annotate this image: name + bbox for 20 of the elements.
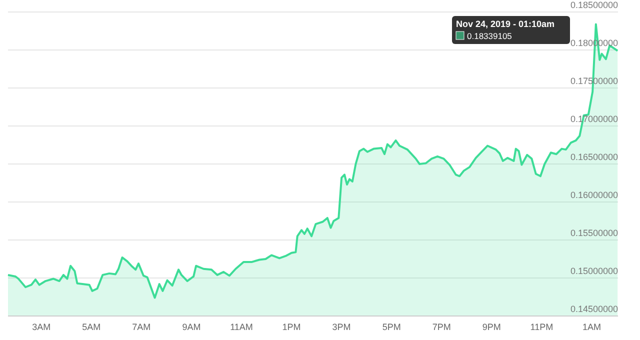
y-tick-label: 0.15000000 [570, 266, 618, 276]
y-tick-label: 0.16000000 [570, 190, 618, 200]
x-tick-label: 11AM [230, 322, 253, 332]
annotation: Nov 24, 2019 - 01:10am [456, 19, 555, 29]
x-tick-label: 1PM [282, 322, 301, 332]
annotation: 0.18339105 [467, 31, 512, 41]
y-tick-label: 0.18500000 [570, 0, 618, 10]
x-tick-label: 5AM [82, 322, 101, 332]
x-tick-label: 9AM [182, 322, 201, 332]
y-tick-label: 0.16500000 [570, 152, 618, 162]
x-tick-label: 7AM [132, 322, 151, 332]
x-tick-label: 1AM [582, 322, 601, 332]
x-tick-label: 3AM [32, 322, 51, 332]
x-tick-label: 9PM [482, 322, 501, 332]
x-tick-label: 11PM [530, 322, 554, 332]
y-tick-label: 0.15500000 [570, 228, 618, 238]
x-tick-label: 5PM [382, 322, 401, 332]
x-tick-label: 3PM [332, 322, 351, 332]
x-tick-label: 7PM [432, 322, 451, 332]
y-tick-label: 0.14500000 [570, 304, 618, 314]
